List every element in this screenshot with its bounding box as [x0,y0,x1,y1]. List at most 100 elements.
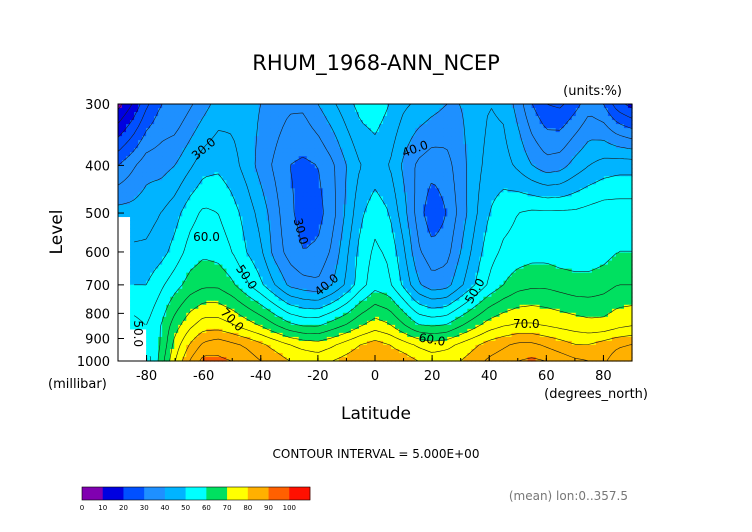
contour-cell [198,164,203,169]
contour-cell [126,176,131,181]
contour-cell [515,144,521,149]
contour-cell [491,128,497,133]
contour-cell [379,236,384,242]
contour-cell [423,184,428,189]
contour-cell [543,192,549,197]
contour-cell [222,132,228,137]
contour-cell [246,120,252,125]
contour-cell [407,116,412,121]
contour-cell [563,204,569,210]
contour-cell [310,236,316,242]
contour-cell [182,136,187,141]
contour-cell [507,144,513,149]
contour-cell [523,156,529,161]
contour-cell [234,228,240,234]
contour-cell [190,204,195,210]
contour-cell [555,104,561,109]
contour-cell [623,156,629,161]
contour-cell [415,188,420,193]
contour-cell [178,172,183,177]
contour-cell [298,204,304,210]
contour-cell [491,256,497,262]
contour-cell [539,208,545,214]
contour-cell [423,236,428,242]
contour-cell [507,136,513,141]
contour-cell [254,104,260,109]
contour-cell [503,232,509,238]
contour-cell [479,184,485,189]
contour-cell [391,132,396,137]
contour-cell [439,228,444,234]
contour-cell [346,112,352,117]
contour-cell [130,196,135,201]
contour-cell [238,148,244,153]
contour-cell [190,164,195,169]
contour-cell [523,136,529,141]
contour-cell [174,168,179,173]
contour-cell [146,224,151,230]
contour-cell [266,232,272,238]
contour-cell [427,176,432,181]
contour-cell [439,184,444,189]
contour-cell [286,144,292,149]
contour-cell [539,252,545,258]
contour-cell [435,152,440,157]
contour-cell [487,120,493,125]
contour-cell [138,104,143,109]
contour-cell [170,104,175,109]
contour-cell [278,252,284,258]
contour-cell [342,208,348,214]
contour-cell [559,212,565,218]
contour-cell [475,148,481,153]
contour-cell [118,144,123,149]
contour-cell [350,192,356,197]
contour-cell [595,192,601,197]
contour-cell [467,164,472,169]
contour-cell [479,192,485,197]
contour-cell [559,144,565,149]
contour-cell [286,196,292,201]
contour-cell [439,204,444,210]
contour-cell [198,160,203,165]
contour-cell [282,116,288,121]
contour-cell [619,112,625,117]
contour-cell [326,168,332,173]
contour-cell [150,148,155,153]
contour-cell [523,248,529,254]
contour-cell [226,184,232,189]
contour-cell [182,164,187,169]
contour-cell [326,212,332,218]
contour-cell [306,208,312,214]
contour-cell [447,188,452,193]
contour-cell [178,188,183,193]
contour-cell [619,104,625,109]
contour-cell [567,216,573,222]
contour-cell [218,204,224,210]
contour-cell [186,180,191,185]
contour-cell [463,172,468,177]
contour-cell [595,172,601,177]
contour-cell [563,108,569,113]
contour-cell [467,104,472,109]
contour-cell [607,120,613,125]
contour-cell [362,192,368,197]
contour-cell [567,256,573,262]
contour-cell [491,196,497,201]
contour-cell [627,220,633,226]
contour-cell [547,172,553,177]
contour-cell [266,104,272,109]
contour-cell [427,140,432,145]
contour-cell [170,196,175,201]
contour-cell [242,148,248,153]
contour-cell [539,164,545,169]
contour-cell [559,160,565,165]
contour-cell [511,232,517,238]
contour-cell [334,200,340,205]
contour-cell [547,176,553,181]
contour-cell [543,156,549,161]
contour-cell [222,248,228,254]
contour-cell [511,236,517,242]
contour-cell [475,108,481,113]
contour-cell [415,216,420,222]
contour-cell [391,184,396,189]
